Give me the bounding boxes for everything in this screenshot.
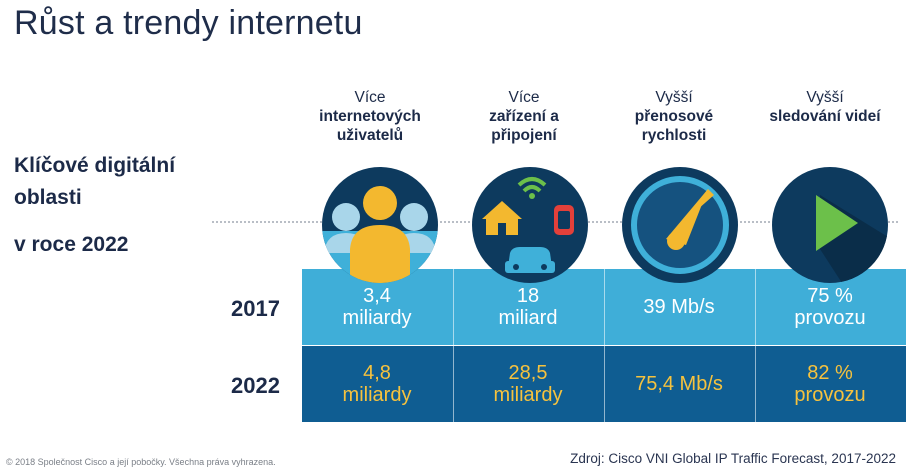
value-number: 18	[516, 285, 540, 307]
value-unit: provozu	[794, 307, 866, 329]
value-2022-users: 4,8 miliardy	[302, 346, 452, 422]
devices-icon	[472, 167, 588, 283]
value-2022-devices: 28,5 miliardy	[453, 346, 603, 422]
value-number: 28,5	[508, 362, 548, 384]
value-2022-video: 82 % provozu	[755, 346, 905, 422]
value-2017-devices: 18 miliard	[453, 269, 603, 345]
column-header-top: Vyšší	[806, 89, 844, 106]
side-subheading: v roce 2022	[14, 233, 129, 256]
column-separator	[453, 269, 454, 422]
column-header-bold: přenosové rychlosti	[634, 108, 714, 144]
year-label-2017: 2017	[231, 296, 280, 321]
page-title: Růst a trendy internetu	[14, 4, 363, 42]
column-header-devices: Více zařízení a připojení	[454, 88, 594, 145]
value-2022-speed: 75,4 Mb/s	[604, 346, 754, 422]
copyright-footer: © 2018 Společnost Cisco a její pobočky. …	[6, 457, 276, 467]
value-number: 82 %	[807, 362, 853, 384]
value-2017-video: 75 % provozu	[755, 269, 905, 345]
users-icon	[322, 167, 438, 283]
value-unit: miliardy	[493, 384, 563, 406]
column-separator	[604, 269, 605, 422]
column-header-users: Více internetových uživatelů	[300, 88, 440, 145]
column-header-top: Vyšší	[655, 89, 693, 106]
value-unit: miliardy	[342, 384, 412, 406]
value-number: 75 %	[807, 285, 853, 307]
value-number: 75,4 Mb/s	[635, 373, 723, 395]
side-heading: Klíčové digitální oblasti	[14, 154, 176, 209]
year-label-2022: 2022	[231, 373, 280, 398]
value-number: 3,4	[363, 285, 391, 307]
column-header-speed: Vyšší přenosové rychlosti	[604, 88, 744, 145]
value-unit: provozu	[794, 384, 866, 406]
value-number: 39 Mb/s	[643, 296, 715, 318]
column-header-bold: sledování videí	[769, 108, 881, 125]
column-header-bold: internetových uživatelů	[319, 108, 421, 144]
value-number: 4,8	[363, 362, 391, 384]
value-2017-speed: 39 Mb/s	[604, 269, 754, 345]
speedometer-icon	[622, 167, 738, 283]
column-header-top: Více	[508, 89, 540, 106]
column-separator	[755, 269, 756, 422]
value-unit: miliardy	[342, 307, 412, 329]
column-header-bold: zařízení a připojení	[489, 108, 559, 144]
column-header-video: Vyšší sledování videí	[755, 88, 895, 126]
value-2017-users: 3,4 miliardy	[302, 269, 452, 345]
play-icon	[772, 167, 888, 283]
value-unit: miliard	[498, 307, 558, 329]
column-header-top: Více	[354, 89, 386, 106]
source-footer: Zdroj: Cisco VNI Global IP Traffic Forec…	[570, 451, 896, 466]
